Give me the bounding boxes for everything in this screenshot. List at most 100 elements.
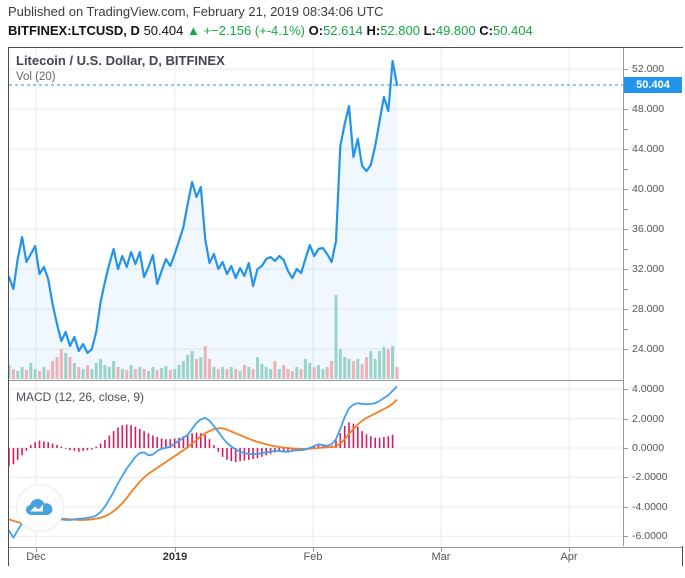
axis-tick-mark bbox=[623, 229, 628, 230]
volume-bar bbox=[356, 359, 360, 379]
volume-bar bbox=[112, 361, 116, 379]
macd-histogram-bar bbox=[130, 425, 132, 448]
volume-bar bbox=[312, 367, 316, 379]
volume-bar bbox=[51, 361, 55, 379]
volume-bar bbox=[46, 370, 50, 379]
macd-histogram-bar bbox=[56, 445, 58, 448]
price-line-series bbox=[9, 59, 399, 355]
macd-histogram-bar bbox=[73, 448, 76, 451]
macd-histogram-bar bbox=[200, 433, 202, 448]
time-axis-tick bbox=[569, 548, 570, 552]
volume-bar bbox=[317, 365, 320, 379]
volume-bar bbox=[234, 369, 238, 379]
macd-histogram-bar bbox=[51, 443, 54, 448]
volume-bar bbox=[107, 367, 111, 379]
macd-histogram-bar bbox=[169, 439, 172, 448]
symbol-name: BITFINEX:LTCUSD, bbox=[8, 23, 127, 38]
volume-bar bbox=[29, 363, 33, 379]
high-label: H: bbox=[366, 23, 381, 38]
volume-bar bbox=[199, 357, 203, 379]
axis-tick-mark bbox=[623, 389, 628, 391]
volume-bar bbox=[208, 359, 211, 379]
volume-bar bbox=[129, 365, 133, 379]
axis-tick-label: -2.0000 bbox=[632, 471, 668, 484]
axis-tick-label: 44.000 bbox=[632, 143, 665, 155]
volume-bar bbox=[225, 369, 229, 379]
volume-bar bbox=[168, 370, 172, 379]
volume-bar bbox=[125, 370, 129, 379]
macd-histogram-bar bbox=[213, 445, 215, 448]
volume-bar bbox=[16, 371, 20, 379]
pane-divider[interactable] bbox=[9, 380, 623, 381]
macd-histogram-bar bbox=[156, 437, 158, 448]
open-value: 52.614 bbox=[323, 23, 363, 38]
volume-bar bbox=[190, 351, 194, 379]
macd-histogram-bar bbox=[186, 434, 189, 448]
volume-bar bbox=[103, 365, 107, 379]
volume-bar bbox=[221, 367, 225, 379]
axis-tick-label: 2.0000 bbox=[632, 412, 665, 425]
macd-histogram-bar bbox=[16, 448, 19, 460]
macd-histogram-bar bbox=[378, 437, 381, 448]
high-value: 52.800 bbox=[380, 23, 420, 38]
low-label: L: bbox=[423, 23, 436, 38]
macd-histogram-bar bbox=[108, 435, 111, 448]
macd-histogram-bar bbox=[12, 448, 15, 465]
volume-bar bbox=[86, 365, 89, 379]
macd-histogram-bar bbox=[43, 441, 45, 448]
last-price-badge: 50.404 bbox=[624, 76, 682, 93]
price-axis[interactable]: 52.000 48.000 44.000 40.000 36.000 32.000 28.0… bbox=[623, 48, 683, 546]
up-arrow-icon: ▲ bbox=[186, 23, 200, 38]
volume-bar bbox=[81, 369, 85, 379]
time-axis-tick bbox=[36, 548, 37, 552]
volume-bar bbox=[369, 351, 373, 379]
macd-histogram-bar bbox=[204, 434, 206, 448]
tradingview-logo[interactable] bbox=[16, 484, 64, 532]
volume-bar bbox=[33, 369, 37, 379]
macd-histogram-bar bbox=[152, 435, 154, 448]
published-header: Published on TradingView.com, February 2… bbox=[8, 3, 678, 40]
macd-histogram-bar bbox=[234, 448, 237, 462]
macd-histogram-bar bbox=[343, 426, 346, 448]
volume-bar bbox=[120, 369, 124, 379]
volume-bar bbox=[382, 347, 386, 379]
macd-histogram-bar bbox=[182, 436, 185, 448]
volume-bar bbox=[42, 367, 46, 379]
change-value: +−2.156 (+-4.1%) bbox=[203, 23, 305, 38]
axis-tick-label: 0.0000 bbox=[632, 442, 665, 454]
volume-bar bbox=[164, 366, 168, 379]
volume-bar bbox=[247, 367, 251, 379]
volume-bar bbox=[173, 369, 177, 379]
volume-bar bbox=[365, 357, 368, 379]
volume-bar bbox=[24, 370, 28, 379]
tradingview-cloud-icon bbox=[26, 499, 53, 515]
macd-histogram-bar bbox=[391, 434, 394, 448]
macd-histogram-bar bbox=[221, 448, 224, 457]
macd-histogram-bar bbox=[370, 436, 372, 448]
volume-bar bbox=[295, 367, 299, 379]
time-axis-label-feb: Feb bbox=[303, 551, 323, 563]
macd-histogram-bar bbox=[139, 428, 141, 448]
volume-bar bbox=[55, 357, 59, 379]
axis-tick-mark bbox=[623, 536, 628, 538]
axis-tick-label: 28.000 bbox=[632, 303, 665, 315]
macd-pane-chart[interactable] bbox=[9, 381, 623, 547]
volume-bar bbox=[195, 359, 198, 379]
volume-bar bbox=[116, 367, 120, 379]
volume-bar bbox=[299, 369, 303, 379]
macd-histogram-bar bbox=[104, 439, 106, 448]
macd-histogram-bar bbox=[383, 437, 385, 448]
time-axis[interactable]: Dec 2019 Feb Mar Apr bbox=[9, 547, 682, 566]
volume-bar bbox=[360, 364, 364, 379]
macd-histogram-bar bbox=[230, 448, 233, 462]
volume-bar bbox=[155, 370, 159, 379]
macd-histogram-bar bbox=[287, 448, 289, 452]
macd-histogram-bar bbox=[165, 439, 167, 448]
volume-bar bbox=[94, 363, 98, 379]
axis-tick-mark bbox=[623, 149, 628, 150]
time-axis-label-2019: 2019 bbox=[162, 551, 188, 563]
macd-histogram-bar bbox=[30, 445, 32, 448]
price-pane-chart[interactable] bbox=[9, 48, 623, 380]
macd-histogram-bar bbox=[322, 445, 324, 448]
volume-bar bbox=[151, 367, 155, 379]
